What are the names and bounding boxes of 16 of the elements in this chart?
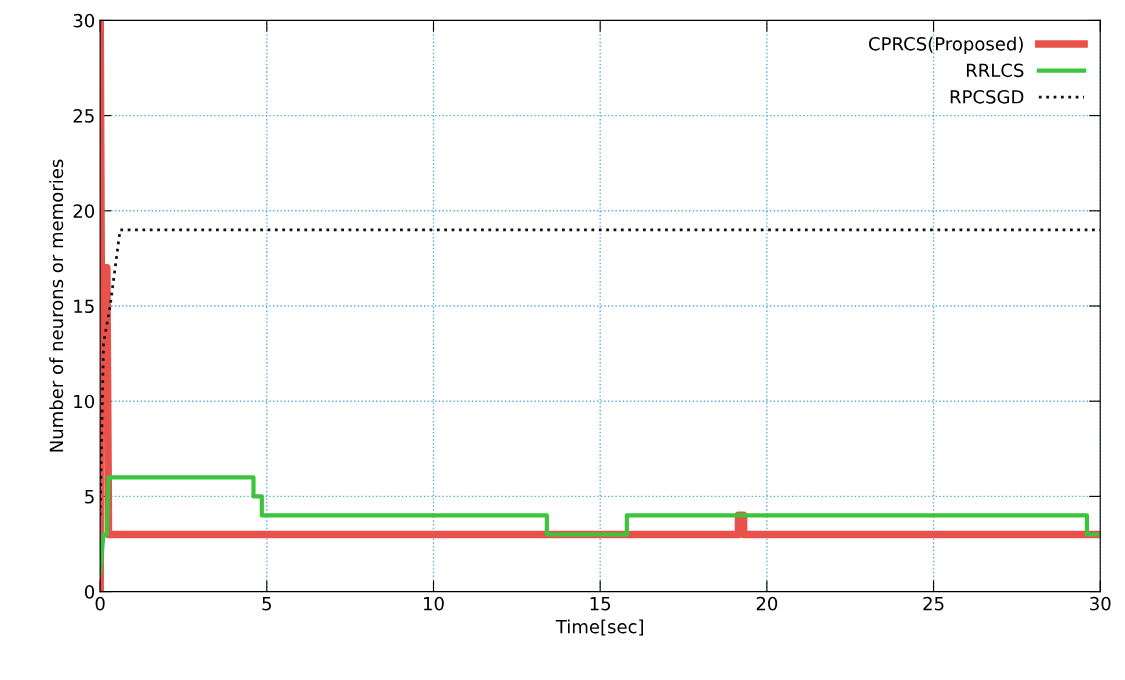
y-tick-label: 5 (85, 490, 94, 504)
x-tick-label: 25 (923, 596, 944, 611)
y-tick-label: 20 (73, 204, 95, 218)
x-tick-label: 5 (262, 597, 271, 611)
y-tick-label: 25 (73, 109, 94, 123)
x-tick-label: 20 (756, 596, 778, 611)
x-axis-title: Time[sec] (555, 619, 643, 636)
y-tick-label: 15 (74, 299, 94, 314)
x-tick-label: 15 (590, 597, 611, 611)
y-tick-label: 0 (84, 585, 95, 599)
y-tick-label: 10 (74, 394, 95, 409)
y-axis-title: Number of neurons or memories (49, 159, 64, 452)
x-tick-label: 10 (424, 596, 444, 611)
y-tick-label: 30 (73, 13, 95, 28)
x-tick-label: 0 (95, 596, 105, 611)
x-tick-label: 30 (1090, 596, 1111, 611)
